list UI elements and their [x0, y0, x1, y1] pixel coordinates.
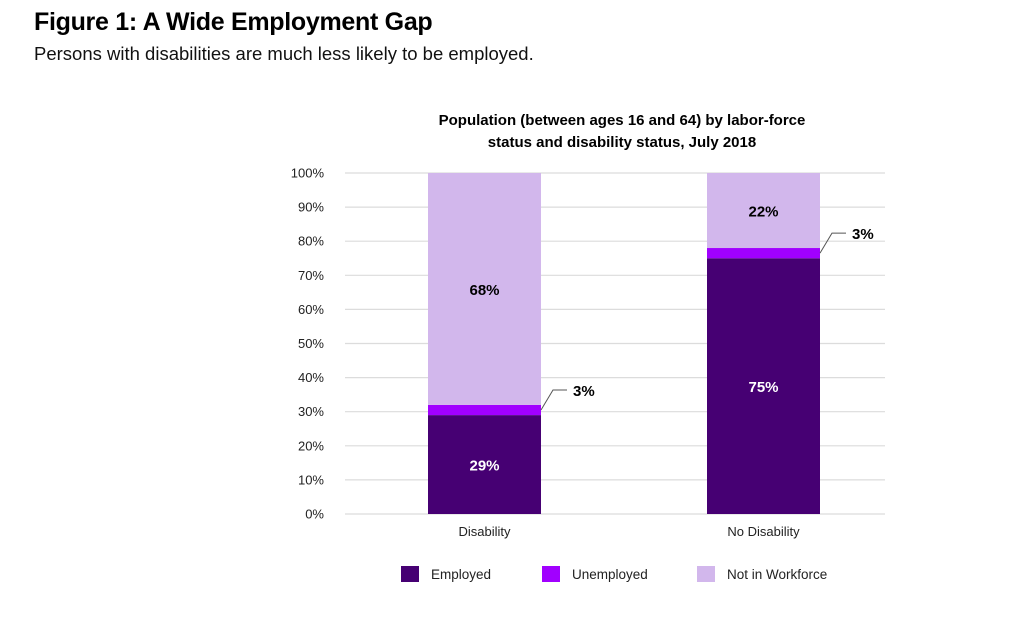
- x-tick-label: No Disability: [727, 524, 800, 539]
- y-tick-label: 70%: [298, 268, 324, 283]
- data-label: 3%: [852, 226, 874, 243]
- data-label: 68%: [469, 282, 499, 299]
- legend-label: Not in Workforce: [727, 567, 827, 582]
- data-label: 22%: [748, 204, 778, 221]
- legend-swatch: [542, 566, 560, 582]
- legend-swatch: [697, 566, 715, 582]
- bar-segment-unemployed: [707, 248, 820, 259]
- data-label: 29%: [469, 458, 499, 475]
- y-tick-label: 10%: [298, 472, 324, 487]
- y-tick-label: 60%: [298, 302, 324, 317]
- legend-swatch: [401, 566, 419, 582]
- legend-label: Employed: [431, 567, 491, 582]
- bar-segment-unemployed: [428, 404, 541, 416]
- bar-segment-employed: [428, 415, 541, 514]
- bar-segment-employed: [707, 258, 820, 514]
- callout-line: [540, 389, 567, 411]
- x-tick-label: Disability: [458, 524, 511, 539]
- y-tick-label: 40%: [298, 370, 324, 385]
- data-label: 3%: [573, 383, 595, 400]
- bar-segment-not-in-workforce: [707, 173, 820, 249]
- y-tick-label: 80%: [298, 234, 324, 249]
- figure-title: Figure 1: A Wide Employment Gap: [34, 8, 433, 36]
- y-tick-label: 30%: [298, 404, 324, 419]
- chart-title-line-1: Population (between ages 16 and 64) by l…: [439, 112, 806, 129]
- legend-label: Unemployed: [572, 567, 648, 582]
- callout-line: [819, 232, 846, 254]
- chart-title-line-2: status and disability status, July 2018: [488, 134, 756, 151]
- y-tick-label: 100%: [291, 166, 325, 181]
- bar-segment-not-in-workforce: [428, 173, 541, 405]
- y-tick-label: 20%: [298, 438, 324, 453]
- y-tick-label: 50%: [298, 336, 324, 351]
- figure-subtitle: Persons with disabilities are much less …: [34, 43, 534, 64]
- data-label: 75%: [748, 379, 778, 396]
- y-tick-label: 90%: [298, 200, 324, 215]
- y-tick-label: 0%: [305, 507, 324, 522]
